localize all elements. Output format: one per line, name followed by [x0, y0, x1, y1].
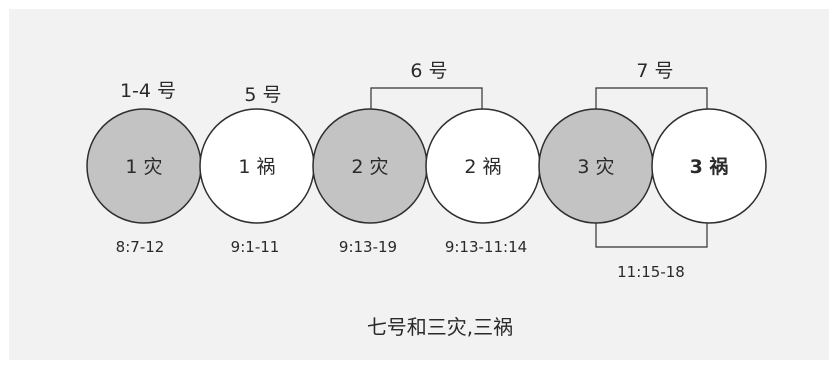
bracket-trumpet-7-top: [595, 87, 708, 115]
node-3-label: 2 灾: [351, 156, 388, 178]
ref-node-3: 9:13-19: [339, 238, 397, 256]
bracket-trumpet-6: [370, 87, 483, 115]
ref-node-4: 9:13-11:14: [445, 238, 527, 256]
ref-node-2: 9:1-11: [231, 238, 280, 256]
label-trumpets-1-4: 1-4 号: [120, 80, 176, 102]
node-4-label: 2 祸: [464, 156, 501, 178]
node-3-woe: [651, 108, 767, 224]
node-5-label: 3 灾: [577, 156, 614, 178]
diagram-caption: 七号和三灾,三祸: [367, 315, 513, 339]
label-trumpet-5: 5 号: [244, 84, 281, 106]
ref-node-1: 8:7-12: [116, 238, 165, 256]
node-1-label: 1 灾: [125, 156, 162, 178]
bracket-trumpet-7-bottom: [595, 220, 708, 248]
label-trumpet-7: 7 号: [636, 60, 673, 82]
label-trumpet-6: 6 号: [410, 60, 447, 82]
ref-trumpet-7-range: 11:15-18: [617, 263, 685, 281]
node-2-label: 1 祸: [238, 156, 275, 178]
node-6-label: 3 祸: [690, 155, 729, 178]
